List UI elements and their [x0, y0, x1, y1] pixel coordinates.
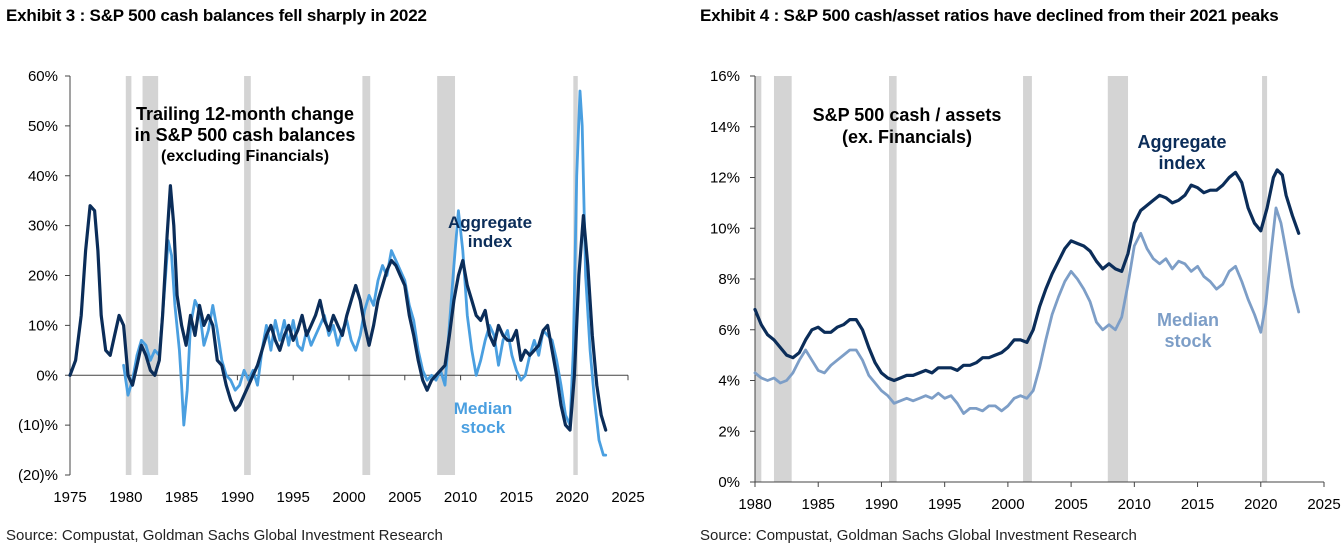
recession-band [755, 76, 762, 482]
x-tick-label: 2010 [1118, 496, 1151, 513]
aggregate-index-label: index [468, 232, 513, 251]
y-tick-label: 4% [718, 373, 740, 390]
y-tick-label: 8% [718, 271, 740, 288]
y-tick-label: 0% [718, 474, 740, 491]
median-stock-label: stock [1164, 331, 1212, 351]
right-chart-title: Exhibit 4 : S&P 500 cash/asset ratios ha… [700, 6, 1279, 25]
x-tick-label: 2005 [1054, 496, 1087, 513]
left-chart-title: Exhibit 3 : S&P 500 cash balances fell s… [6, 6, 427, 25]
y-tick-label: 20% [28, 268, 58, 285]
x-tick-label: 1980 [109, 489, 142, 506]
chart-annotation-line: S&P 500 cash / assets [813, 105, 1002, 125]
x-tick-label: 2020 [1244, 496, 1277, 513]
recession-band [773, 76, 792, 482]
y-tick-label: 10% [28, 317, 58, 334]
x-tick-label: 2020 [556, 489, 589, 506]
x-tick-label: 2015 [500, 489, 533, 506]
median-stock-label: Median [1157, 310, 1219, 330]
median-stock-label: Median [454, 399, 513, 418]
x-tick-label: 1975 [53, 489, 86, 506]
y-tick-label: 10% [710, 220, 740, 237]
aggregate-index-label: Aggregate [448, 213, 532, 232]
x-tick-label: 2005 [388, 489, 421, 506]
x-tick-label: 2000 [332, 489, 365, 506]
y-tick-label: 60% [28, 68, 58, 85]
y-tick-label: 40% [28, 168, 58, 185]
y-tick-label: (20)% [18, 467, 58, 484]
y-tick-label: (10)% [18, 417, 58, 434]
x-tick-label: 2015 [1181, 496, 1214, 513]
recession-band [1023, 76, 1032, 482]
y-tick-label: 30% [28, 218, 58, 235]
median-stock-label: stock [461, 418, 506, 437]
cash-balance-change-chart: (20)% (10)% 0% 10% 20% 30% 40% 50% 60% 1975 1980 19… [18, 68, 645, 506]
y-tick-label: 12% [710, 170, 740, 187]
y-tick-label: 2% [718, 423, 740, 440]
recession-band [1107, 76, 1129, 482]
y-tick-label: 50% [28, 118, 58, 135]
recession-band [244, 76, 251, 475]
x-tick-label: 1990 [865, 496, 898, 513]
x-tick-label: 2025 [1307, 496, 1340, 513]
aggregate-index-line [68, 184, 608, 432]
y-tick-label: 0% [36, 367, 58, 384]
y-tick-label: 14% [710, 119, 740, 136]
y-tick-label: 6% [718, 322, 740, 339]
right-source-note: Source: Compustat, Goldman Sachs Global … [700, 527, 1137, 544]
x-tick-label: 1990 [221, 489, 254, 506]
recession-band [1262, 76, 1268, 482]
x-tick-label: 1995 [277, 489, 310, 506]
recession-band [889, 76, 897, 482]
x-tick-label: 1995 [928, 496, 961, 513]
aggregate-index-label: Aggregate [1137, 132, 1226, 152]
chart-annotation-line: (ex. Financials) [842, 127, 972, 147]
chart-annotation-line: Trailing 12-month change [136, 104, 354, 124]
x-tick-label: 2025 [611, 489, 644, 506]
chart-annotation-line: in S&P 500 cash balances [135, 125, 356, 145]
x-tick-label: 1985 [802, 496, 835, 513]
y-tick-label: 16% [710, 68, 740, 85]
recession-band [125, 76, 132, 475]
x-tick-label: 1980 [738, 496, 771, 513]
median-stock-line [753, 206, 1301, 415]
recession-band [362, 76, 371, 475]
x-tick-label: 2010 [444, 489, 477, 506]
aggregate-index-label: index [1158, 153, 1205, 173]
chart-annotation-line: (excluding Financials) [161, 148, 329, 165]
x-tick-label: 1985 [165, 489, 198, 506]
aggregate-index-line [753, 168, 1301, 383]
x-tick-label: 2000 [991, 496, 1024, 513]
left-source-note: Source: Compustat, Goldman Sachs Global … [6, 527, 443, 544]
